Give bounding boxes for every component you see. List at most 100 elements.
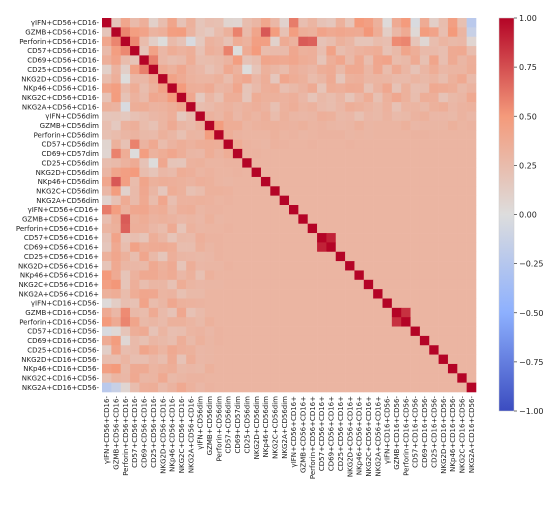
- heatmap-cell: [158, 167, 168, 178]
- heatmap-cell: [429, 64, 439, 75]
- heatmap-cell: [289, 214, 299, 224]
- heatmap-cell: [130, 158, 140, 168]
- y-tick-label: CD69+CD56+CD16+: [24, 244, 99, 252]
- heatmap-cell: [195, 279, 206, 290]
- x-tick-label: γIFN+CD56dim: [197, 396, 205, 450]
- heatmap-cell: [167, 83, 178, 94]
- heatmap-cell: [102, 298, 112, 309]
- heatmap-cell: [158, 139, 168, 150]
- heatmap-cell: [279, 382, 290, 393]
- heatmap-cell: [148, 233, 159, 243]
- heatmap-cell: [354, 373, 365, 383]
- heatmap-cell: [382, 270, 393, 281]
- heatmap-cell: [176, 158, 187, 168]
- heatmap-cell: [373, 223, 383, 234]
- heatmap-cell: [466, 139, 477, 150]
- heatmap-cell: [130, 64, 140, 75]
- heatmap-cell: [251, 130, 262, 140]
- heatmap-cell: [242, 55, 252, 66]
- heatmap-cell: [317, 326, 327, 337]
- heatmap-cell: [429, 261, 439, 271]
- heatmap-cell: [176, 27, 187, 37]
- heatmap-cell: [167, 326, 178, 337]
- heatmap-cell: [102, 214, 112, 224]
- heatmap-cell: [120, 279, 131, 290]
- heatmap-cell: [223, 148, 234, 159]
- heatmap-cell: [373, 74, 383, 84]
- heatmap-cell: [466, 363, 477, 374]
- heatmap-cell: [120, 205, 131, 215]
- y-tick-label: CD25+CD16+CD56-: [27, 346, 99, 354]
- heatmap-cell: [223, 298, 234, 309]
- heatmap-cell: [363, 373, 374, 383]
- heatmap-cell: [307, 158, 318, 168]
- heatmap-cell: [345, 335, 355, 346]
- heatmap-cell: [438, 148, 449, 159]
- y-tick-labels: γIFN+CD56+CD16-GZMB+CD56+CD16-Perforin+C…: [16, 19, 100, 392]
- heatmap-cell: [391, 36, 402, 47]
- heatmap-cell: [345, 279, 355, 290]
- heatmap-cell: [438, 130, 449, 140]
- heatmap-cell: [158, 345, 168, 355]
- heatmap-cell: [195, 130, 206, 140]
- heatmap-cell: [289, 382, 299, 393]
- heatmap-cell: [457, 373, 467, 383]
- heatmap-cell: [345, 270, 355, 281]
- x-tick-label: NKG2A+CD56+CD16+: [374, 396, 382, 477]
- heatmap-cell: [195, 55, 206, 66]
- heatmap-cell: [167, 167, 178, 178]
- heatmap-cell: [354, 36, 365, 47]
- heatmap-cell: [148, 46, 159, 56]
- heatmap-cell: [260, 195, 271, 206]
- heatmap-cell: [102, 195, 112, 206]
- heatmap-cell: [139, 279, 150, 290]
- heatmap-cell: [167, 279, 178, 290]
- heatmap-cell: [186, 83, 196, 94]
- heatmap-cell: [251, 363, 262, 374]
- heatmap-cell: [148, 242, 159, 253]
- heatmap-cell: [401, 55, 411, 66]
- heatmap-cell: [391, 298, 402, 309]
- heatmap-cell: [466, 251, 477, 262]
- heatmap-cell: [317, 55, 327, 66]
- heatmap-cell: [466, 176, 477, 187]
- heatmap-cell: [373, 335, 383, 346]
- heatmap-cell: [457, 242, 467, 253]
- heatmap-cell: [148, 307, 159, 318]
- heatmap-cell: [232, 279, 243, 290]
- heatmap-cell: [289, 307, 299, 318]
- heatmap-cell: [391, 148, 402, 159]
- heatmap-cell: [111, 120, 121, 131]
- heatmap-cell: [382, 111, 393, 122]
- heatmap-cell: [251, 36, 262, 47]
- heatmap-cell: [317, 27, 327, 37]
- heatmap-cell: [111, 307, 121, 318]
- heatmap-cell: [120, 186, 131, 196]
- heatmap-cell: [251, 242, 262, 253]
- heatmap-cell: [279, 18, 290, 28]
- heatmap-cell: [429, 214, 439, 224]
- heatmap-cell: [429, 27, 439, 37]
- heatmap-cell: [447, 46, 458, 56]
- heatmap-cell: [158, 74, 168, 84]
- heatmap-cell: [204, 27, 215, 37]
- heatmap-cell: [232, 261, 243, 271]
- heatmap-cell: [148, 279, 159, 290]
- heatmap-cell: [289, 74, 299, 84]
- heatmap-cell: [130, 354, 140, 365]
- heatmap-cell: [429, 139, 439, 150]
- heatmap-cell: [373, 242, 383, 253]
- heatmap-cell: [242, 102, 252, 112]
- heatmap-cell: [289, 130, 299, 140]
- heatmap-cell: [457, 382, 467, 393]
- heatmap-cell: [429, 335, 439, 346]
- heatmap-cell: [204, 233, 215, 243]
- heatmap-cell: [270, 251, 280, 262]
- heatmap-cell: [382, 74, 393, 84]
- heatmap-cell: [102, 354, 112, 365]
- heatmap-cell: [354, 148, 365, 159]
- heatmap-cell: [447, 64, 458, 75]
- heatmap-cell: [419, 130, 430, 140]
- heatmap-cell: [232, 186, 243, 196]
- heatmap-cell: [242, 120, 252, 131]
